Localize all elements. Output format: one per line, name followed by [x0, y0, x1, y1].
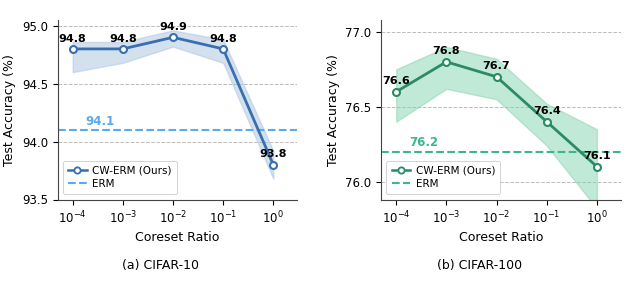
- X-axis label: Coreset Ratio: Coreset Ratio: [459, 231, 543, 244]
- Y-axis label: Test Accuracy (%): Test Accuracy (%): [3, 54, 16, 166]
- Text: 94.8: 94.8: [59, 34, 86, 44]
- Text: 76.4: 76.4: [533, 106, 561, 116]
- Legend: CW-ERM (Ours), ERM: CW-ERM (Ours), ERM: [387, 161, 500, 194]
- Text: 94.1: 94.1: [86, 115, 115, 128]
- Text: 94.8: 94.8: [209, 34, 237, 44]
- Text: 94.9: 94.9: [159, 22, 187, 32]
- Text: 76.6: 76.6: [382, 76, 410, 86]
- Legend: CW-ERM (Ours), ERM: CW-ERM (Ours), ERM: [63, 161, 177, 194]
- Text: (b) CIFAR-100: (b) CIFAR-100: [437, 258, 523, 272]
- Text: 94.8: 94.8: [109, 34, 137, 44]
- Text: 76.7: 76.7: [483, 62, 510, 72]
- Y-axis label: Test Accuracy (%): Test Accuracy (%): [327, 54, 340, 166]
- Text: 93.8: 93.8: [260, 149, 287, 159]
- Text: 76.2: 76.2: [409, 136, 438, 149]
- Text: 76.1: 76.1: [583, 151, 611, 161]
- X-axis label: Coreset Ratio: Coreset Ratio: [135, 231, 220, 244]
- Text: 76.8: 76.8: [433, 46, 460, 56]
- Text: (a) CIFAR-10: (a) CIFAR-10: [122, 258, 198, 272]
